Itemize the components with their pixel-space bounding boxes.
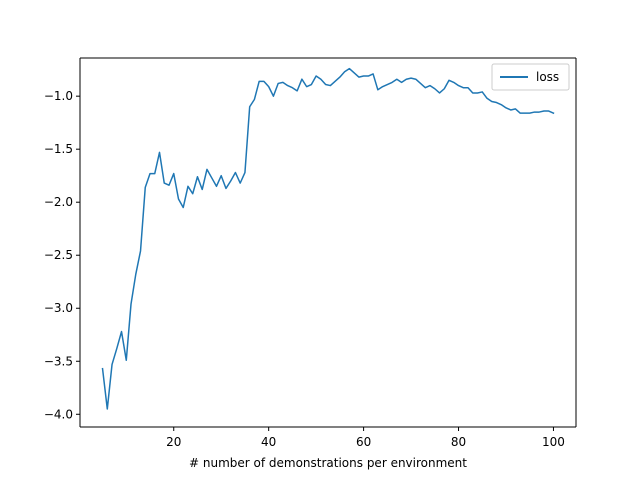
legend-box (491, 63, 570, 91)
axes-background (80, 58, 576, 427)
legend: loss (491, 63, 570, 91)
plot-area: 20 40 60 80 100 −4.0 −3.5 −3.0 −2.5 −2.0 −1.5 −1.0 (44, 57, 577, 449)
y-tick-label: −1.0 (44, 89, 73, 103)
x-axis-label: # number of demonstrations per environme… (189, 456, 467, 470)
y-tick-label: −4.0 (44, 407, 73, 421)
x-tick-label: 20 (166, 435, 181, 449)
x-axis-ticks: 20 40 60 80 100 (166, 427, 565, 449)
y-tick-label: −2.5 (44, 248, 73, 262)
y-tick-label: −3.0 (44, 301, 73, 315)
x-tick-label: 40 (261, 435, 276, 449)
series-line-loss (101, 67, 555, 410)
x-tick-label: 60 (356, 435, 371, 449)
y-tick-label: −1.5 (44, 142, 73, 156)
y-axis-ticks: −4.0 −3.5 −3.0 −2.5 −2.0 −1.5 −1.0 (44, 89, 80, 421)
legend-label-loss: loss (536, 70, 559, 84)
y-tick-label: −3.5 (44, 354, 73, 368)
y-tick-label: −2.0 (44, 195, 73, 209)
series-layer (101, 67, 555, 410)
x-tick-label: 100 (542, 435, 565, 449)
axes-frame (79, 57, 577, 428)
x-tick-label: 80 (451, 435, 466, 449)
